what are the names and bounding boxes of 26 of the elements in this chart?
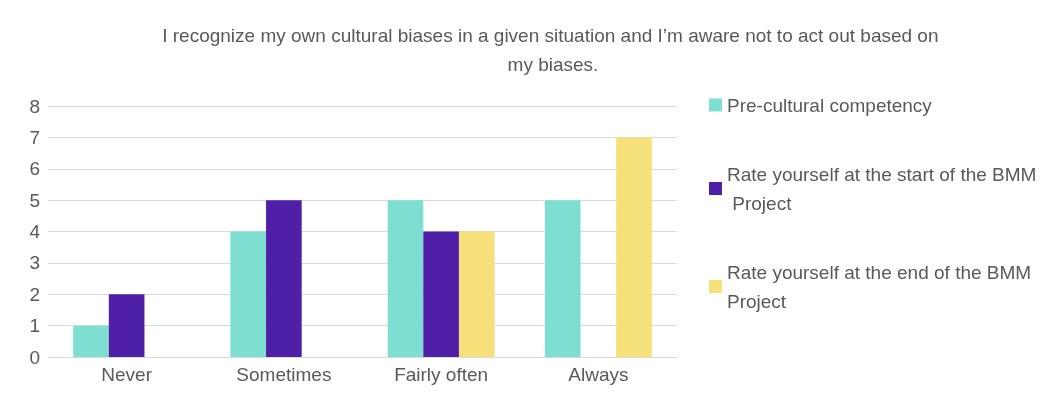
y-tick-label: 7	[29, 126, 40, 148]
legend-label: Rate yourself at the start of the BMM Project	[727, 163, 1037, 214]
bar	[387, 200, 424, 357]
x-tick-label: Sometimes	[236, 364, 332, 385]
y-tick-label: 2	[29, 283, 40, 305]
y-tick-label: 3	[29, 252, 40, 274]
bar	[230, 231, 267, 357]
y-tick-label: 6	[29, 158, 40, 180]
bar	[73, 325, 109, 357]
bar	[458, 231, 495, 357]
y-tick-label: 4	[29, 221, 41, 242]
bar	[423, 231, 459, 357]
y-tick-label: 5	[29, 189, 40, 211]
chart-title: I recognize my own cultural biases in a given situation and I’m aware not to act out based on my biases.	[162, 25, 944, 75]
y-tick-label: 1	[29, 315, 40, 337]
legend-label: Pre-cultural competency	[727, 94, 933, 116]
y-tick-label: 0	[29, 346, 40, 368]
x-tick-label: Never	[101, 364, 153, 385]
legend-label: Rate yourself at the end of the BMM Project	[727, 261, 1037, 312]
x-tick-label: Fairly often	[394, 364, 489, 385]
x-tick-label: Always	[568, 364, 629, 385]
y-tick-label: 8	[29, 95, 40, 117]
bar	[108, 294, 145, 357]
bar	[544, 200, 581, 357]
bar	[616, 137, 652, 357]
bar	[266, 200, 302, 357]
